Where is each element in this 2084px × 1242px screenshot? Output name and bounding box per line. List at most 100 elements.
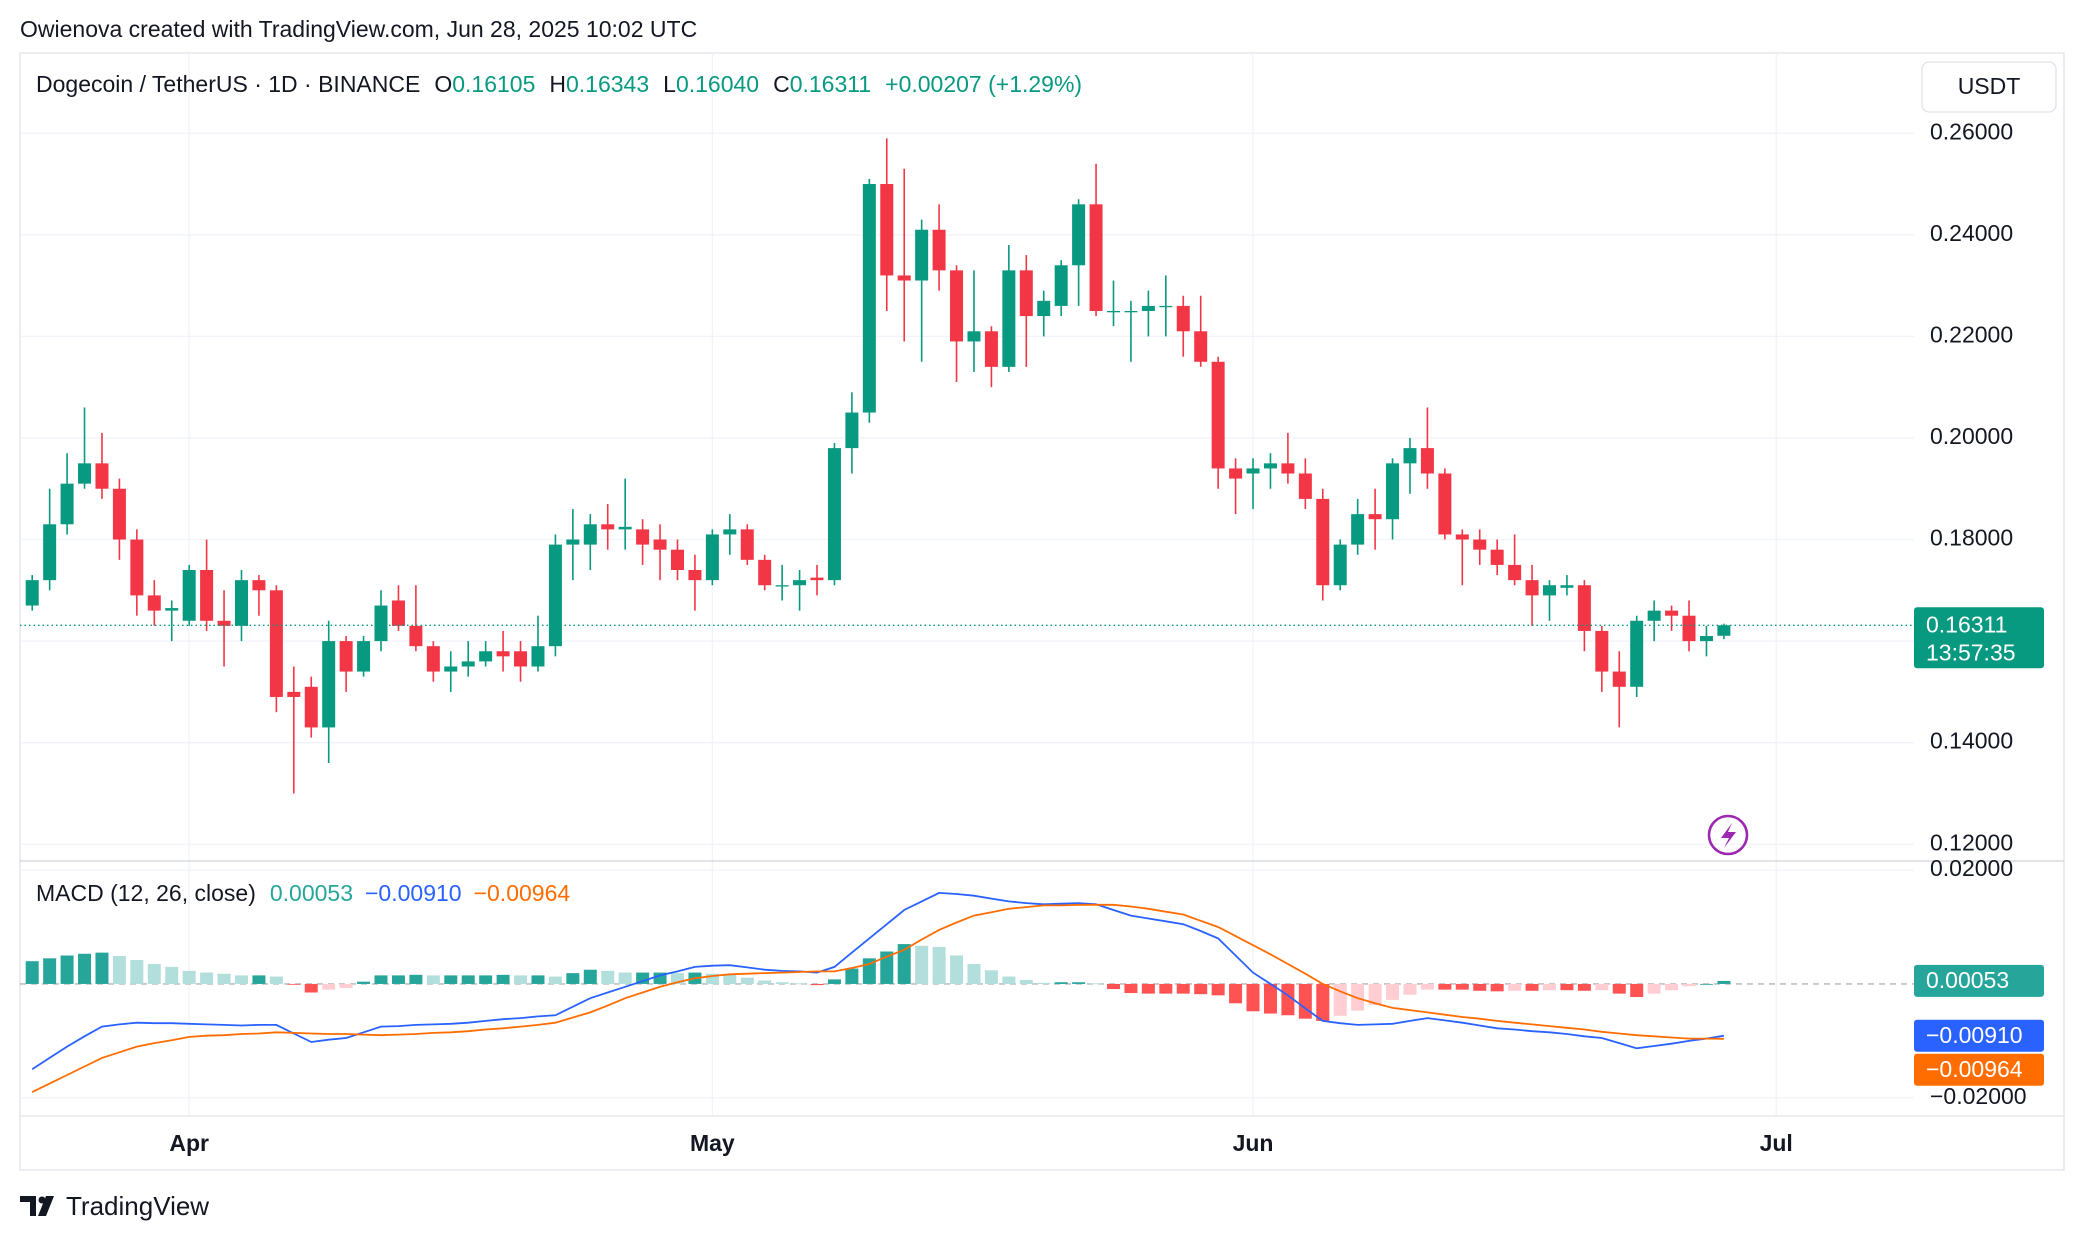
currency-button[interactable]: [1921, 61, 2057, 113]
histogram-bar: [723, 974, 737, 984]
candle-body: [810, 577, 824, 581]
candle-body: [862, 184, 876, 413]
histogram-bar: [1159, 983, 1173, 994]
currency[interactable]: USDT: [1958, 73, 2021, 99]
candle-body: [1577, 585, 1591, 631]
legend-letter: L: [663, 71, 676, 97]
candle-body: [200, 569, 214, 621]
candle-body: [95, 463, 109, 489]
histogram-bar: [845, 968, 859, 984]
last-price-box: [1914, 607, 2044, 669]
histogram-bar: [217, 973, 231, 984]
candle-body: [1333, 544, 1347, 586]
histogram-bar: [1420, 983, 1434, 990]
histogram-bar: [357, 981, 371, 984]
last-price-label: 0.16311: [1926, 611, 2007, 637]
alert-icon[interactable]: [1707, 814, 1749, 856]
candle-body: [182, 569, 196, 621]
candle-body: [950, 270, 964, 342]
histogram-bar: [1176, 983, 1190, 994]
histogram-bar: [758, 980, 772, 984]
histogram-bar: [287, 983, 301, 985]
histogram-bar: [566, 973, 580, 984]
candle-body: [1211, 361, 1225, 469]
y-tick-label: 0.12000: [1930, 829, 2013, 855]
candle-body: [932, 229, 946, 271]
histogram-bar: [60, 955, 74, 984]
candle-body: [1176, 305, 1190, 332]
candle-body: [601, 524, 615, 530]
histogram-bar: [950, 955, 964, 984]
last-value-box: [1914, 1053, 2044, 1086]
candle-body: [409, 625, 423, 647]
histogram-bar: [322, 983, 336, 990]
candle-body: [269, 590, 283, 697]
histogram-bar: [827, 979, 841, 984]
histogram-bar: [1438, 983, 1452, 990]
x-tick-label: Jun: [1233, 1130, 1274, 1156]
histogram-bar: [1525, 983, 1539, 991]
candle-body: [1194, 331, 1208, 362]
x-tick-label: Jul: [1760, 1130, 1793, 1156]
price-legend: Dogecoin / TetherUS · 1D · BINANCE O0.161…: [36, 71, 1082, 97]
candle-body: [357, 641, 371, 672]
candle-body: [43, 524, 57, 581]
histogram-bar: [147, 964, 161, 984]
candle-body: [1089, 204, 1103, 311]
histogram-bar: [1316, 983, 1330, 1021]
candle-body: [1072, 204, 1086, 266]
candle-body: [1438, 473, 1452, 535]
histogram-bar: [915, 945, 929, 984]
signal-line: [31, 903, 1724, 1093]
candle-body: [287, 691, 301, 697]
histogram-bar: [531, 975, 545, 984]
histogram-bar: [1647, 983, 1661, 994]
candle-body: [1647, 610, 1661, 621]
macd-legend: MACD (12, 26, close) 0.00053 −0.00910 −0.00…: [36, 880, 570, 906]
histogram-bar: [1019, 979, 1033, 984]
candle-body: [1560, 585, 1574, 588]
candle-body: [1612, 671, 1626, 687]
histogram-bar: [1002, 976, 1016, 984]
histogram-bar: [1682, 983, 1696, 987]
candle-body: [845, 412, 859, 449]
candle-body: [897, 275, 911, 281]
y-tick-label: 0.18000: [1930, 525, 2013, 551]
histogram-bar: [1263, 983, 1277, 1014]
candle-body: [653, 539, 667, 550]
candle-body: [1717, 625, 1731, 636]
last-value-box: [1914, 1019, 2044, 1052]
histogram-bar: [391, 975, 405, 984]
candle-body: [25, 580, 39, 606]
candle-body: [1525, 580, 1539, 596]
histogram-bar: [897, 944, 911, 984]
histogram-bar: [1490, 983, 1504, 992]
histogram-bar: [1543, 983, 1557, 991]
alert-circle[interactable]: [1707, 814, 1749, 856]
histogram-bar: [1612, 983, 1626, 994]
histogram-bar: [461, 975, 475, 984]
candle-body: [339, 641, 353, 672]
histogram-bar: [514, 975, 528, 984]
candle-body: [1420, 448, 1434, 474]
candle-body: [1490, 549, 1504, 565]
candle-body: [670, 549, 684, 570]
candle-body: [705, 534, 719, 581]
legend-value: 0.16105: [452, 71, 535, 97]
alert-bolt[interactable]: [1721, 823, 1736, 848]
legend-letter: O: [434, 71, 452, 97]
candle-body: [740, 529, 754, 560]
candle-body: [1246, 468, 1260, 474]
histogram-bar: [1229, 983, 1243, 1004]
histogram-bar: [1508, 983, 1522, 991]
candle-body: [880, 184, 894, 276]
symbol-title: Dogecoin / TetherUS · 1D · BINANCE: [36, 71, 420, 97]
candle-body: [1665, 610, 1679, 616]
histogram-bar: [793, 983, 807, 985]
candle-body: [775, 585, 789, 587]
histogram-bar: [1072, 982, 1086, 984]
legend-letter: H: [549, 71, 566, 97]
candle-body: [1630, 620, 1644, 687]
